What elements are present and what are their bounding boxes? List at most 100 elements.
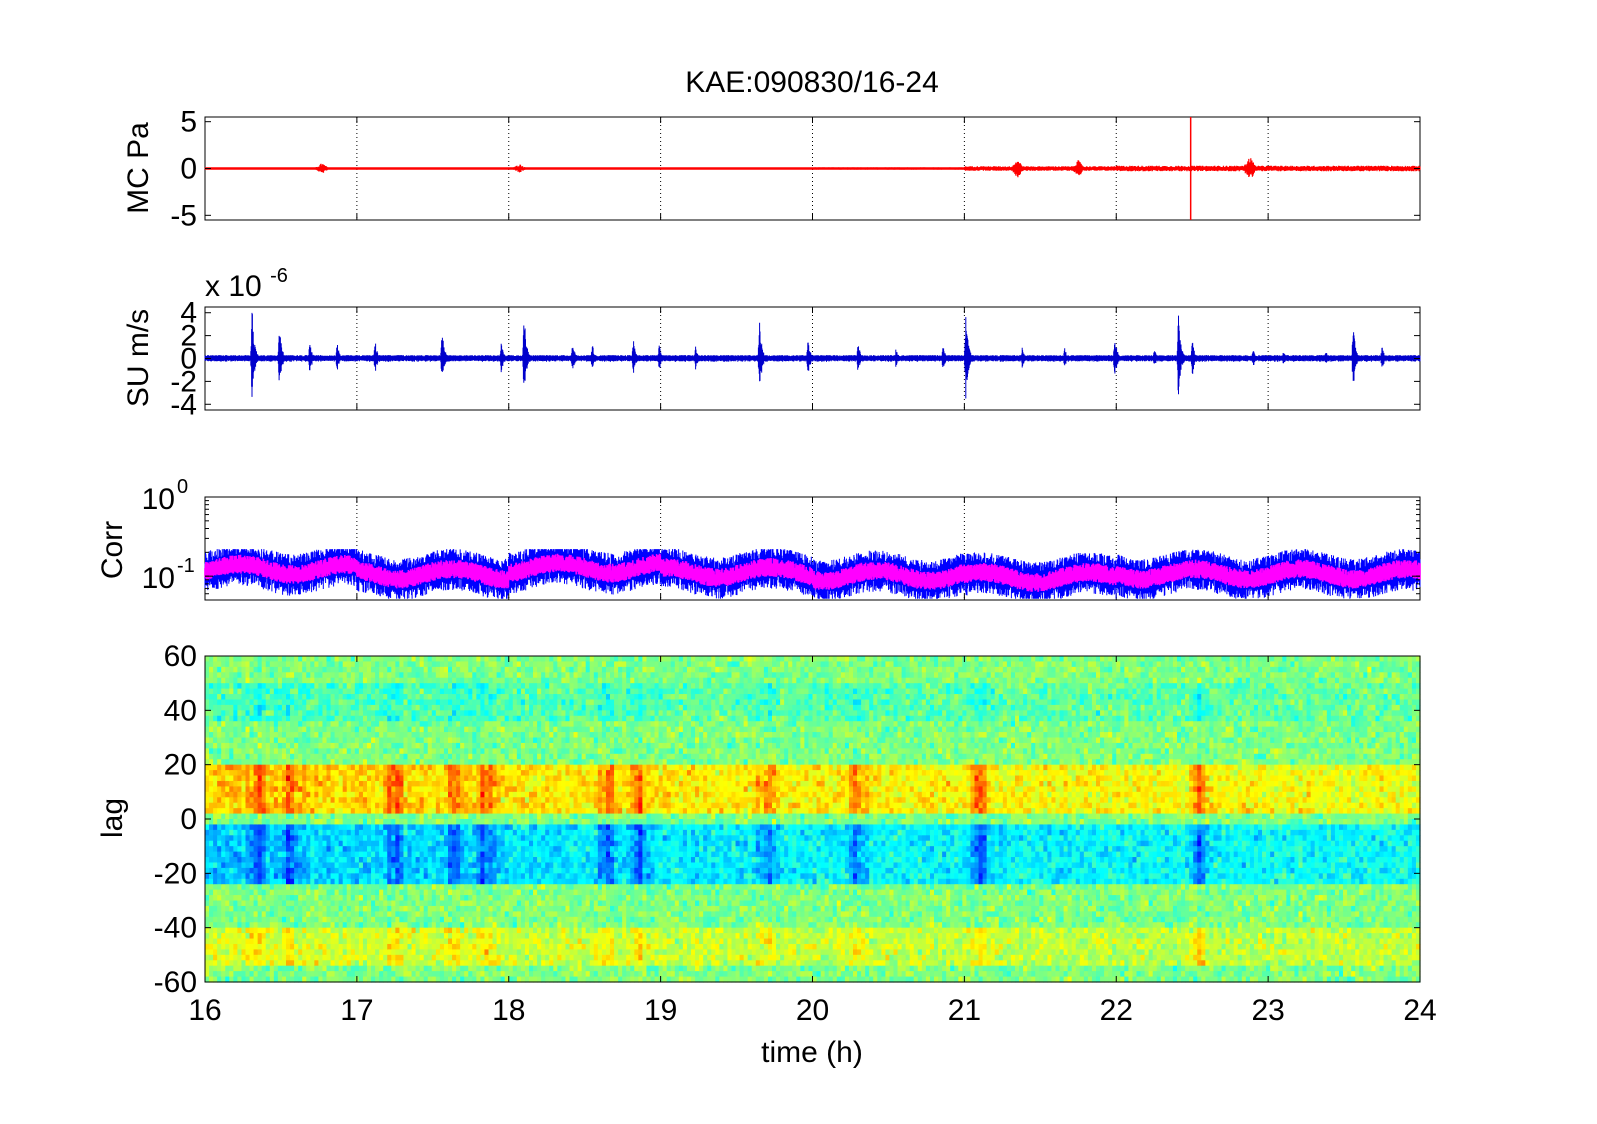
heatmap-cell — [395, 884, 400, 891]
heatmap-cell — [334, 960, 340, 967]
heatmap-cell — [245, 835, 251, 842]
heatmap-cell — [342, 813, 348, 820]
heatmap-cell — [326, 835, 332, 842]
heatmap-cell — [500, 737, 506, 744]
heatmap-cell — [524, 819, 530, 826]
heatmap-cell — [476, 954, 481, 961]
heatmap-cell — [407, 721, 413, 728]
heatmap-cell — [452, 742, 457, 749]
heatmap-cell — [326, 661, 332, 668]
heatmap-cell — [205, 851, 210, 858]
heatmap-cell — [383, 666, 388, 673]
heatmap-cell — [261, 895, 267, 902]
heatmap-cell — [213, 895, 218, 902]
heatmap-cell — [233, 715, 238, 722]
heatmap-cell — [472, 742, 477, 749]
heatmap-cell — [330, 759, 336, 766]
heatmap-cell — [524, 873, 530, 880]
heatmap-cell — [443, 862, 449, 869]
heatmap-cell — [302, 819, 307, 826]
heatmap-cell — [265, 737, 271, 744]
heatmap-cell — [411, 775, 417, 782]
heatmap-cell — [452, 900, 457, 907]
heatmap-cell — [310, 759, 315, 766]
heatmap-cell — [435, 732, 441, 739]
heatmap-cell — [492, 759, 498, 766]
heatmap-cell — [529, 808, 534, 815]
heatmap-cell — [273, 922, 279, 929]
heatmap-cell — [488, 873, 494, 880]
heatmap-cell — [456, 867, 461, 874]
heatmap-cell — [464, 748, 469, 755]
heatmap-cell — [233, 976, 238, 983]
heatmap-cell — [512, 954, 518, 961]
heatmap-cell — [298, 927, 303, 934]
heatmap-cell — [415, 759, 421, 766]
heatmap-cell — [362, 715, 368, 722]
heatmap-cell — [383, 759, 388, 766]
heatmap-cell — [330, 900, 336, 907]
heatmap-cell — [504, 884, 510, 891]
heatmap-cell — [273, 780, 279, 787]
heatmap-cell — [330, 699, 336, 706]
heatmap-cell — [322, 677, 328, 684]
heatmap-cell — [225, 699, 230, 706]
heatmap-cell — [512, 878, 518, 885]
heatmap-cell — [306, 688, 311, 695]
heatmap-cell — [229, 661, 234, 668]
heatmap-cell — [253, 878, 259, 885]
heatmap-cell — [395, 759, 400, 766]
heatmap-cell — [253, 819, 259, 826]
heatmap-cell — [253, 732, 259, 739]
heatmap-cell — [358, 683, 364, 690]
heatmap-cell — [468, 819, 473, 826]
heatmap-cell — [205, 819, 210, 826]
heatmap-cell — [448, 780, 453, 787]
heatmap-cell — [294, 900, 299, 907]
heatmap-cell — [302, 878, 307, 885]
heatmap-cell — [464, 656, 469, 663]
heatmap-cell — [298, 721, 303, 728]
heatmap-cell — [371, 971, 376, 978]
heatmap-cell — [504, 688, 510, 695]
heatmap-cell — [439, 726, 445, 733]
heatmap-cell — [391, 813, 396, 820]
heatmap-cell — [342, 846, 348, 853]
heatmap-cell — [492, 889, 498, 896]
heatmap-cell — [221, 922, 226, 929]
heatmap-cell — [399, 710, 405, 717]
heatmap-cell — [367, 699, 372, 706]
heatmap-cell — [387, 737, 392, 744]
heatmap-cell — [261, 732, 267, 739]
heatmap-cell — [419, 824, 425, 831]
heatmap-cell — [306, 943, 311, 950]
heatmap-cell — [399, 905, 405, 912]
heatmap-cell — [524, 656, 530, 663]
heatmap-cell — [342, 683, 348, 690]
heatmap-cell — [383, 748, 388, 755]
heatmap-cell — [249, 933, 255, 940]
heatmap-cell — [281, 905, 287, 912]
heatmap-cell — [383, 889, 388, 896]
heatmap-cell — [504, 656, 510, 663]
heatmap-cell — [423, 824, 429, 831]
heatmap-cell — [290, 694, 295, 701]
heatmap-cell — [391, 704, 396, 711]
heatmap-cell — [427, 884, 433, 891]
heatmap-cell — [298, 824, 303, 831]
heatmap-cell — [241, 911, 247, 918]
heatmap-cell — [395, 857, 400, 864]
heatmap-cell — [302, 949, 307, 956]
heatmap-cell — [281, 791, 287, 798]
heatmap-cell — [273, 797, 279, 804]
heatmap-cell — [342, 786, 348, 793]
heatmap-cell — [314, 732, 319, 739]
heatmap-cell — [492, 715, 498, 722]
heatmap-cell — [500, 835, 506, 842]
heatmap-cell — [290, 905, 295, 912]
heatmap-cell — [476, 704, 481, 711]
heatmap-cell — [520, 791, 526, 798]
heatmap-cell — [358, 867, 364, 874]
heatmap-cell — [334, 780, 340, 787]
heatmap-cell — [302, 873, 307, 880]
